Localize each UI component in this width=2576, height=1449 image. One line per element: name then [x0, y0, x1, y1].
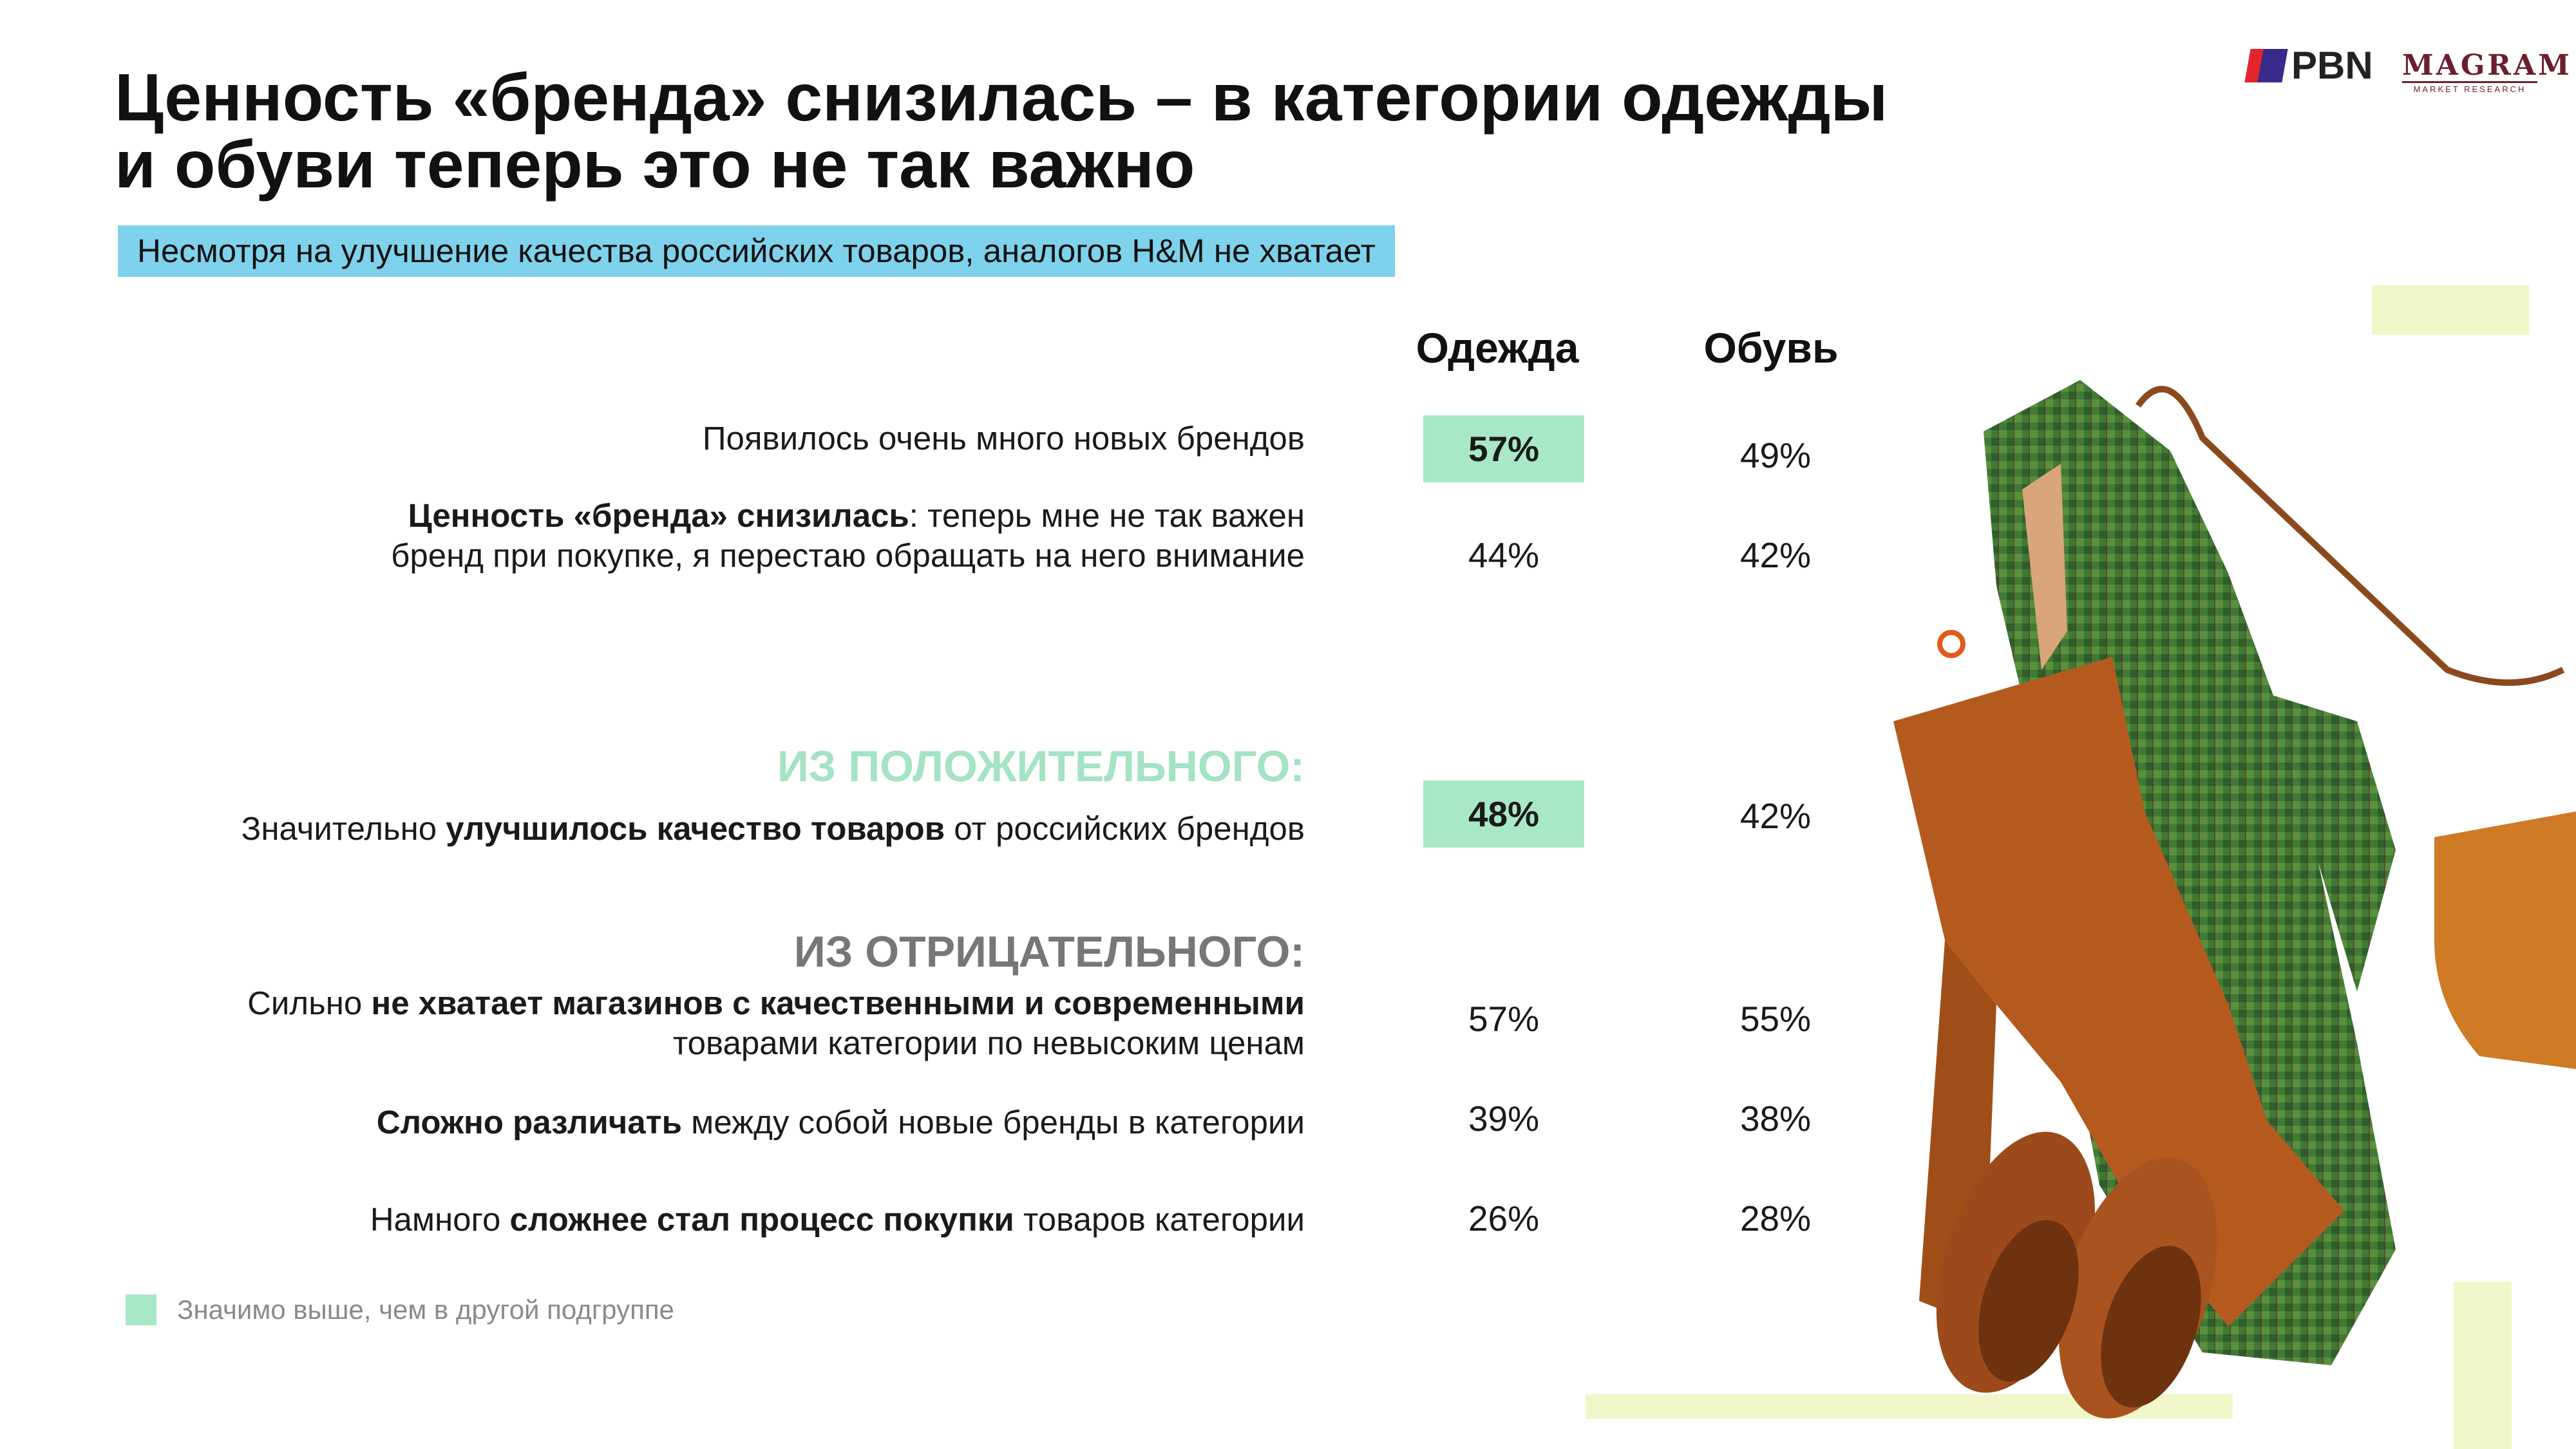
decor-block-right [2454, 1282, 2512, 1449]
value-clothes-r3: 48% [1423, 781, 1584, 848]
bag-strap [2135, 386, 2565, 686]
legend-swatch [126, 1294, 156, 1325]
value-shoes-r2: 42% [1739, 535, 1812, 575]
jacket [1984, 380, 2396, 1365]
value-clothes-r6: 26% [1468, 1198, 1540, 1238]
value-shoes-r6: 28% [1739, 1198, 1812, 1238]
ring [1937, 630, 1965, 658]
section-heading-negative: ИЗ ОТРИЦАТЕЛЬНОГО: [793, 927, 1305, 976]
value-shoes-r5: 38% [1739, 1099, 1812, 1139]
statement-quality-improved: Значительно улучшилось качество товаров … [241, 810, 1305, 847]
statement-new-brands: Появилось очень много новых брендов [702, 420, 1305, 457]
page-title: Ценность «бренда» снизилась – в категори… [115, 64, 2014, 198]
section-heading-positive: ИЗ ПОЛОЖИТЕЛЬНОГО: [777, 742, 1305, 791]
pbn-logo-text: PBN [2291, 44, 2373, 87]
statement-buying-harder: Намного сложнее стал процесс покупки тов… [370, 1201, 1305, 1238]
pbn-logo-mark [2244, 49, 2288, 82]
title-line-1: Ценность «бренда» снизилась – в категори… [115, 61, 1888, 135]
legend: Значимо выше, чем в другой подгруппе [126, 1294, 674, 1325]
pbn-logo: PBN [2244, 44, 2373, 87]
value-shoes-r1: 49% [1739, 435, 1812, 475]
jacket-lining [2022, 464, 2067, 670]
value-shoes-r3: 42% [1739, 796, 1812, 836]
trousers [1893, 657, 2344, 1327]
magram-logo: MAGRAM MARKET RESEARCH [2402, 49, 2572, 94]
subtitle-banner: Несмотря на улучшение качества российски… [118, 225, 1396, 277]
legend-text: Значимо выше, чем в другой подгруппе [177, 1294, 674, 1325]
column-header-clothes: Одежда [1416, 324, 1579, 372]
value-clothes-r5: 39% [1468, 1099, 1540, 1139]
value-clothes-r1: 57% [1423, 415, 1584, 482]
value-clothes-r4: 57% [1468, 999, 1540, 1039]
decor-block-top-right [2372, 285, 2530, 335]
handbag [2434, 811, 2576, 1069]
statement-brand-value: Ценность «бренда» снизилась: теперь мне … [391, 497, 1305, 574]
column-header-shoes: Обувь [1703, 324, 1839, 372]
title-line-2: и обуви теперь это не так важно [115, 128, 1195, 202]
statement-hard-to-distinguish: Сложно различать между собой новые бренд… [376, 1104, 1305, 1141]
value-clothes-r2: 44% [1468, 535, 1540, 575]
statement-lack-of-stores: Сильно не хватает магазинов с качественн… [247, 985, 1305, 1061]
value-shoes-r4: 55% [1739, 999, 1812, 1039]
clothing-illustration [1893, 380, 2576, 1419]
jacket-sleeve [2273, 696, 2396, 992]
